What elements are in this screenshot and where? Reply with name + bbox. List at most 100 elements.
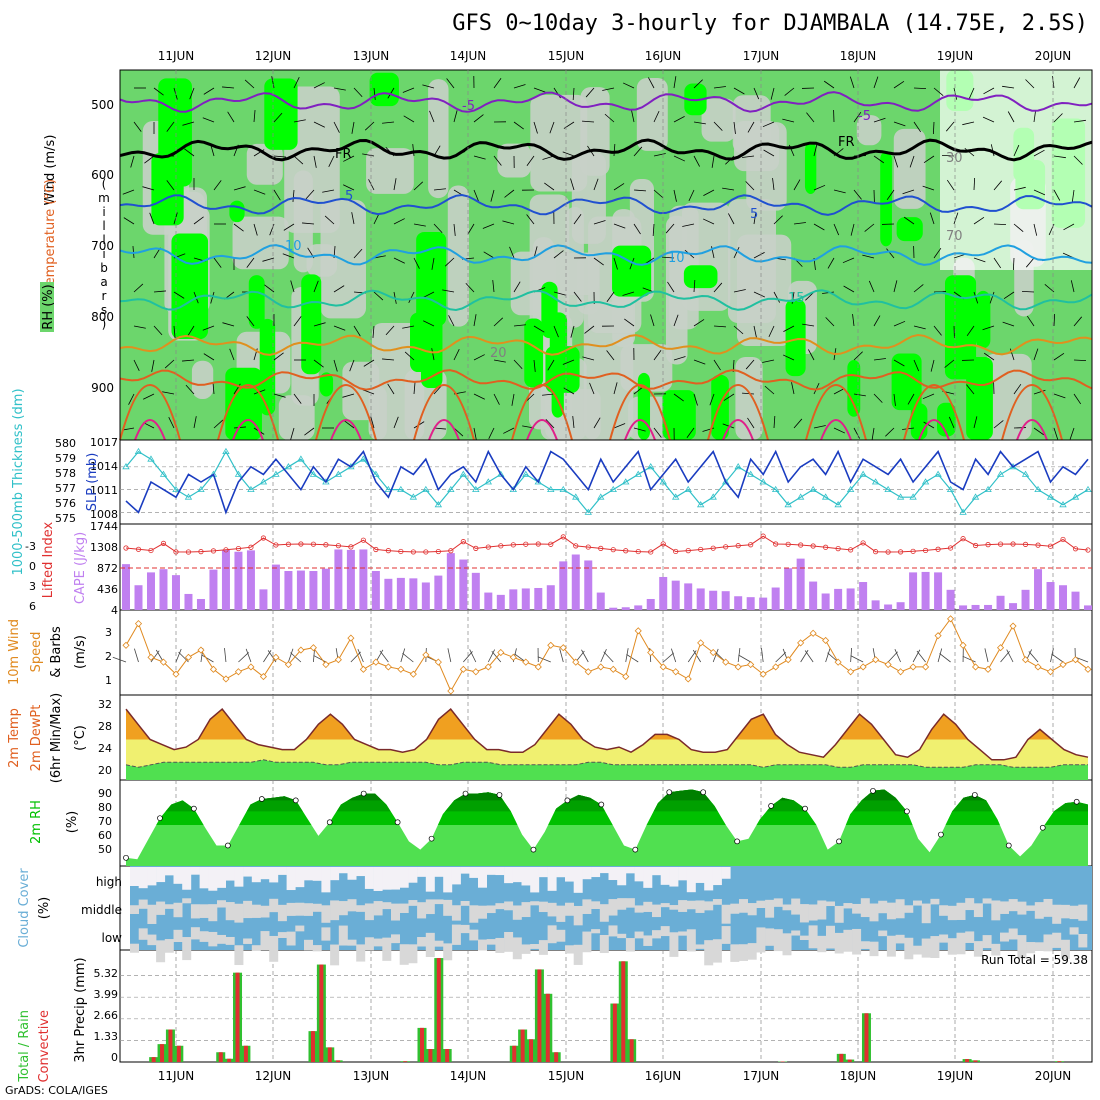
cloud-high-gap [225,867,235,881]
wind-barb [873,117,886,123]
wind-speed-point [884,660,892,669]
day-label-bottom: 15JUN [548,1069,585,1083]
thickness-point [934,470,942,477]
wind-speed-point [784,656,792,664]
rh-moist-patch [171,233,209,340]
cloud-middle-gap [1043,898,1053,917]
cloud-middle-gap [904,905,914,913]
wind-barb [382,121,395,124]
rh-dry-patch [278,395,315,440]
slp-axis-label: SLP (mb) [85,453,100,512]
wind-barb [1013,383,1022,395]
wind-barb [1053,113,1063,123]
wind-barb [1033,348,1039,361]
pressure-tick-label: 500 [91,98,114,112]
cloud-low-gap [582,931,592,953]
hot-arc [624,419,656,441]
warm-arc [217,384,279,441]
precip-convective-bar [428,1049,433,1062]
cloud-low-gap [947,938,957,955]
day-label-top: 15JUN [548,49,585,63]
wind-barb [693,121,706,125]
wind-barb [442,289,455,293]
wind-barb-10m [402,652,414,663]
wind-barb [446,78,455,89]
cloud-middle-gap [530,901,540,906]
cloud-middle-gap [565,902,574,916]
wind-barb [444,257,455,267]
wind-barb-10m [112,656,127,663]
pressure-tick-label: 600 [91,168,114,182]
cloud-low-gap [834,932,844,954]
wind-speed-point [922,663,930,671]
contour-label: 5 [345,189,353,204]
thickness-point [647,463,655,470]
rh-dry-region [940,70,1092,270]
cloud-low-gap [739,944,748,961]
wind-barb [673,189,677,202]
wind-barb-10m [463,651,473,663]
precip-convective-bar [336,1060,341,1062]
wind-barb [667,281,675,293]
cloud-high-gap [582,867,592,880]
wind-speed-point [359,665,367,673]
cape-bar [421,582,430,610]
rh2m-tick-label: 90 [98,787,112,800]
cloud-middle-gap [382,902,392,910]
wind-barb [652,223,655,236]
wind-speed-point [772,663,780,671]
wind-barb [353,87,363,98]
cloud-high-gap [556,867,566,878]
wind-barb [353,325,361,337]
wind-barb [253,189,266,195]
rh2m-point [734,838,741,845]
rh2m-tick-label: 60 [98,829,112,842]
cloud-low-gap [826,925,835,949]
wind-barb [433,223,443,234]
cape-bar [371,571,380,610]
wind-speed-point [509,653,517,661]
cloud-low-gap [617,933,627,939]
wind-barb [665,223,675,234]
cloud-middle-gap [991,900,1001,921]
cape-bar [659,576,668,610]
cloud-middle-gap [338,901,348,916]
wind-barb [545,418,555,429]
wind-barb [733,325,744,335]
wind-barb [203,353,215,361]
wind-barb-10m [487,649,496,663]
thickness-point [597,493,605,500]
cloud-low-gap [913,945,922,955]
cloud-low-gap [512,937,522,960]
thickness-point [971,493,980,500]
wind-barb [1070,280,1075,293]
cloud-high-gap [495,867,505,876]
warm-arc [511,384,573,441]
hot-arc [232,419,264,441]
precip-convective-bar [151,1057,156,1062]
wind-barb [688,189,695,202]
thickness-point [759,478,767,485]
wind-barb [544,182,555,191]
cloud-low-gap [434,940,444,947]
cloud-middle-gap [547,902,557,917]
cape-bar [821,593,830,610]
wind-speed-point [372,658,380,666]
rh2m-point [394,819,401,826]
wind-barb [184,148,195,157]
thickness-point [147,455,155,462]
wind-barb-10m [894,649,901,663]
cape-bar [246,550,255,610]
cloud-middle-gap [765,899,775,918]
wind-barb [313,155,317,168]
wind-barb [382,358,395,361]
cloud-high-gap [347,867,357,880]
cloud-high-gap [138,867,148,889]
wind-barb [1033,427,1045,436]
wind-barb [328,155,335,167]
wind-speed-point [322,660,330,669]
rh-moist-patch [711,374,729,440]
cape-bar [559,561,568,610]
rh-moist-patch [936,402,956,437]
wind-barb [448,315,455,327]
